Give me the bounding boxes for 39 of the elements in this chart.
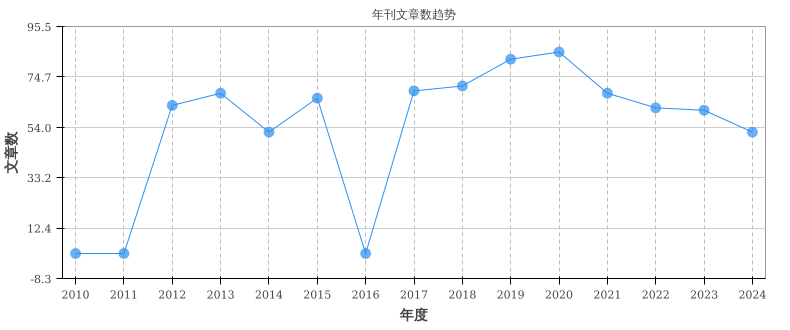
point <box>215 88 226 99</box>
x-tick-label: 2012 <box>158 288 186 302</box>
x-tick-label: 2021 <box>593 288 622 302</box>
x-tick-label: 2014 <box>254 288 283 302</box>
point <box>408 85 420 96</box>
point <box>312 92 323 104</box>
point <box>166 100 178 111</box>
x-tick-label: 2022 <box>642 288 670 302</box>
y-tick-label: 54.0 <box>27 122 52 135</box>
point <box>650 102 662 114</box>
x-tick-label: 2010 <box>62 288 90 302</box>
y-tick-label: 12.4 <box>27 222 52 236</box>
x-tick-label: 2018 <box>448 288 476 302</box>
point <box>698 104 710 116</box>
point <box>263 126 274 138</box>
x-tick-label: 2017 <box>400 288 428 302</box>
point <box>505 54 516 65</box>
y-tick-label: 95.5 <box>27 21 52 34</box>
x-tick-label: 2013 <box>206 288 235 302</box>
chart-title: 年刊文章数趋势 <box>372 8 456 22</box>
x-tick-label: 2020 <box>545 288 574 302</box>
point <box>746 126 758 138</box>
x-tick-label: 2019 <box>496 288 525 302</box>
point <box>456 80 468 92</box>
y-tick-label: 74.7 <box>27 71 52 84</box>
x-axis-title: 年度 <box>399 306 428 322</box>
x-tick-label: 2011 <box>110 288 138 302</box>
y-tick-label: 33.2 <box>27 172 52 186</box>
point <box>70 248 82 259</box>
point <box>602 88 613 99</box>
x-tick-label: 2024 <box>738 288 766 302</box>
y-axis-title: 文章数 <box>3 130 20 174</box>
x-tick-label: 2023 <box>690 288 718 302</box>
y-tick-label: -8.3 <box>30 273 52 286</box>
point <box>118 248 130 259</box>
point <box>360 248 372 259</box>
x-tick-label: 2016 <box>352 288 380 302</box>
point <box>554 46 565 58</box>
x-tick-label: 2015 <box>303 288 332 302</box>
